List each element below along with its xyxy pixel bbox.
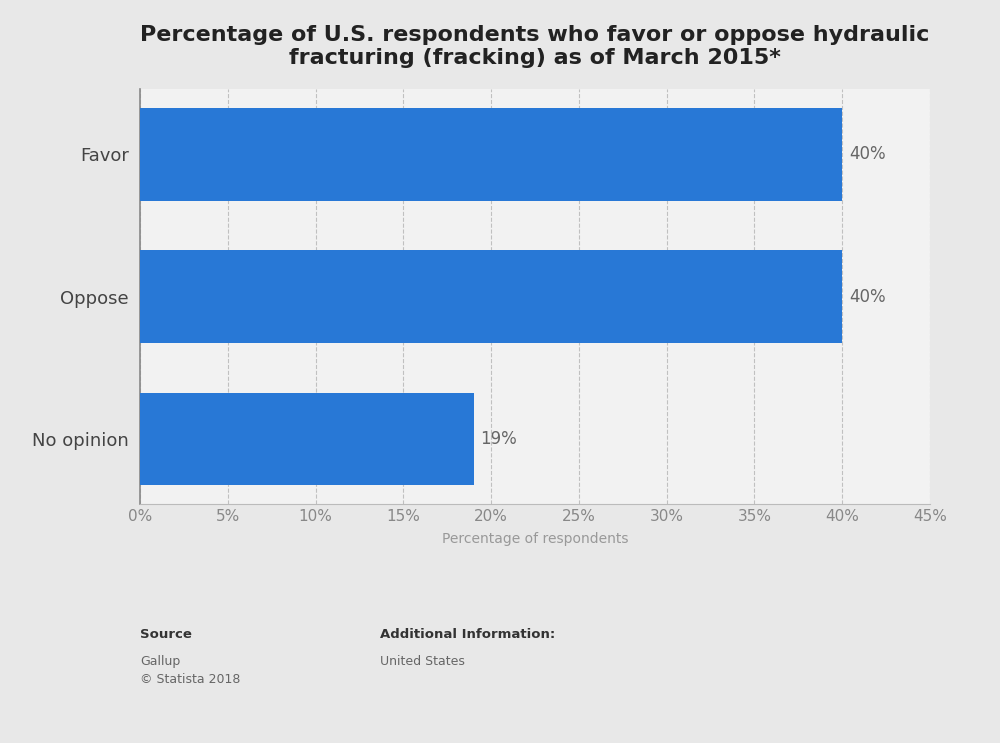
Text: Additional Information:: Additional Information: — [380, 628, 555, 640]
Bar — [140, 108, 842, 201]
Bar — [140, 250, 842, 343]
Text: Source: Source — [140, 628, 192, 640]
Title: Percentage of U.S. respondents who favor or oppose hydraulic
fracturing (frackin: Percentage of U.S. respondents who favor… — [140, 25, 930, 68]
Bar — [140, 393, 474, 485]
Text: 40%: 40% — [849, 288, 886, 305]
Text: Gallup
© Statista 2018: Gallup © Statista 2018 — [140, 655, 240, 687]
Text: 40%: 40% — [849, 146, 886, 163]
Text: 19%: 19% — [481, 430, 517, 448]
Text: United States: United States — [380, 655, 465, 668]
X-axis label: Percentage of respondents: Percentage of respondents — [442, 532, 628, 546]
